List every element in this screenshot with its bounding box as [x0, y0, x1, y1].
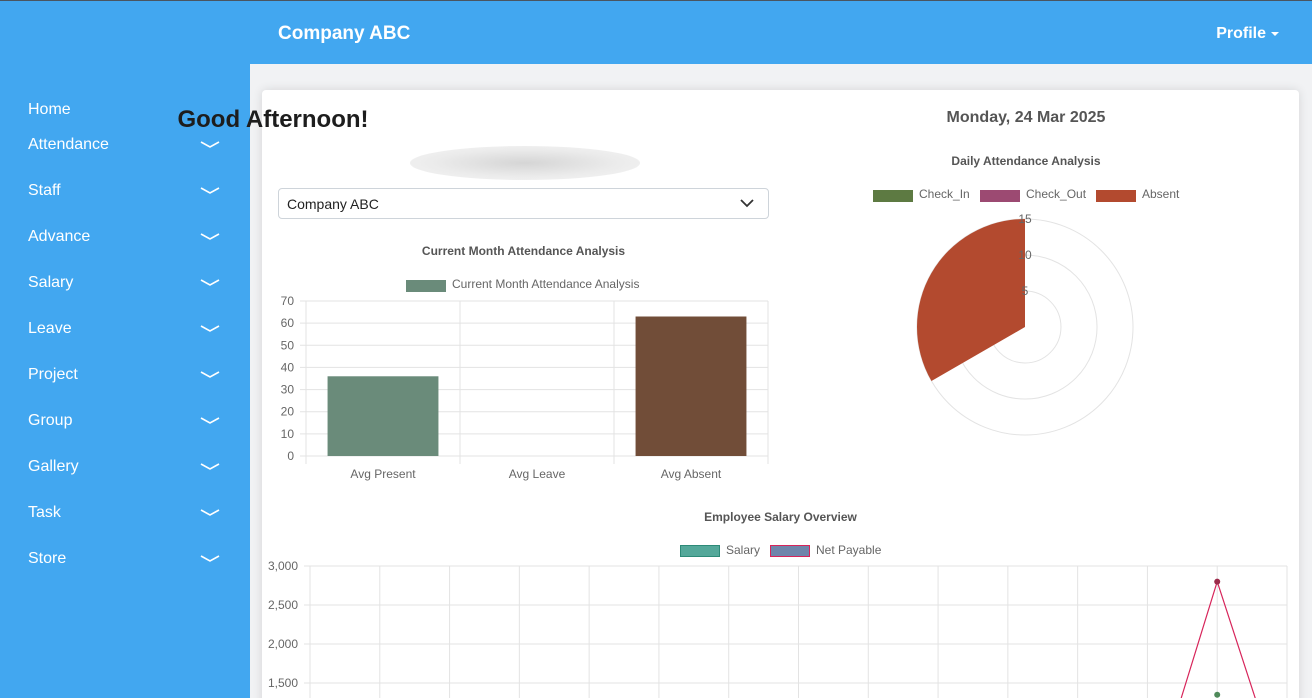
- line-legend-label-net-payable: Net Payable: [816, 543, 882, 557]
- bar-avg-present: [327, 376, 439, 456]
- greeting-heading: Good Afternoon!: [177, 106, 369, 133]
- bar-y-tick-label: 30: [281, 383, 295, 397]
- line-y-tick-label: 2,000: [268, 637, 298, 651]
- bar-legend-label: Current Month Attendance Analysis: [452, 277, 640, 291]
- polar-legend-label-checkin: Check_In: [919, 187, 970, 201]
- chevron-down-icon: [200, 417, 220, 424]
- bar-y-tick-label: 50: [281, 338, 295, 352]
- sidebar-item-label: Leave: [28, 320, 72, 337]
- bar-x-tick-label: Avg Present: [350, 467, 416, 481]
- sidebar-item-task[interactable]: Task: [28, 501, 228, 525]
- chevron-down-icon: [200, 371, 220, 378]
- attendance-bar-chart: 0 10 20 30 40 50 60 70 Avg Present Avg Leave Avg A…: [281, 294, 769, 481]
- bar-y-tick-label: 10: [281, 427, 295, 441]
- sidebar-item-store[interactable]: Store: [28, 547, 228, 571]
- polar-legend-swatch-checkout: [980, 190, 1020, 202]
- bar-x-tick-label: Avg Leave: [509, 467, 566, 481]
- blurred-user-name: [410, 146, 640, 180]
- company-select-value: Company ABC: [287, 196, 379, 212]
- sidebar-item-gallery[interactable]: Gallery: [28, 455, 228, 479]
- sidebar-item-attendance[interactable]: Attendance: [28, 133, 228, 157]
- sidebar-item-label: Project: [28, 366, 78, 383]
- top-navbar: Company ABC Profile: [0, 0, 1312, 64]
- bar-legend-swatch: [406, 280, 446, 292]
- sidebar-item-label: Home: [28, 101, 71, 118]
- chevron-down-icon: [200, 279, 220, 286]
- polar-slice-absent: [917, 219, 1025, 381]
- sidebar-item-label: Task: [28, 504, 61, 521]
- sidebar-item-home[interactable]: Home: [28, 98, 228, 122]
- sidebar-item-advance[interactable]: Advance: [28, 225, 228, 249]
- sidebar-item-project[interactable]: Project: [28, 363, 228, 387]
- chevron-down-icon: [200, 187, 220, 194]
- line-y-tick-label: 3,000: [268, 559, 298, 573]
- profile-caret-icon[interactable]: [1271, 32, 1279, 36]
- bar-y-tick-label: 60: [281, 316, 295, 330]
- daily-attendance-polar-chart: 5 10 15: [916, 212, 1134, 436]
- line-legend-swatch-net-payable: [770, 545, 810, 557]
- polar-legend-swatch-checkin: [873, 190, 913, 202]
- sidebar-item-label: Staff: [28, 182, 61, 199]
- bar-x-tick-label: Avg Absent: [661, 467, 722, 481]
- salary-point: [1214, 691, 1221, 698]
- chevron-down-icon: [200, 325, 220, 332]
- line-y-tick-label: 1,500: [268, 676, 298, 690]
- sidebar: Home Attendance Staff Advance Salary Lea…: [0, 64, 250, 698]
- net-payable-line: [1180, 579, 1256, 698]
- sidebar-item-salary[interactable]: Salary: [28, 271, 228, 295]
- polar-legend-swatch-absent: [1096, 190, 1136, 202]
- bar-y-tick-label: 40: [281, 360, 295, 374]
- chevron-down-icon: [200, 233, 220, 240]
- sidebar-item-label: Gallery: [28, 458, 79, 475]
- chevron-down-icon: [200, 141, 220, 148]
- sidebar-item-label: Group: [28, 412, 73, 429]
- company-select[interactable]: Company ABC: [278, 188, 769, 219]
- polar-r-tick-label: 10: [1018, 248, 1032, 262]
- bar-y-tick-label: 20: [281, 405, 295, 419]
- bar-avg-absent: [635, 316, 747, 456]
- line-legend-label-salary: Salary: [726, 543, 761, 557]
- bar-y-tick-label: 0: [287, 449, 294, 463]
- sidebar-item-leave[interactable]: Leave: [28, 317, 228, 341]
- polar-r-tick-label: 15: [1018, 212, 1032, 226]
- sidebar-item-label: Attendance: [28, 136, 109, 153]
- salary-line-chart: 1,500 2,000 2,500 3,000: [268, 559, 1288, 698]
- polar-chart-title: Daily Attendance Analysis: [951, 154, 1101, 168]
- chevron-down-icon: [200, 463, 220, 470]
- chevron-down-icon: [200, 509, 220, 516]
- sidebar-item-group[interactable]: Group: [28, 409, 228, 433]
- line-y-tick-label: 2,500: [268, 598, 298, 612]
- net-payable-point: [1214, 578, 1221, 585]
- sidebar-item-label: Salary: [28, 274, 74, 291]
- current-date: Monday, 24 Mar 2025: [946, 109, 1106, 126]
- polar-legend-label-checkout: Check_Out: [1026, 187, 1087, 201]
- profile-dropdown[interactable]: Profile: [1216, 25, 1266, 42]
- bar-y-tick-label: 70: [281, 294, 295, 308]
- bar-chart-title: Current Month Attendance Analysis: [421, 244, 626, 258]
- sidebar-item-label: Advance: [28, 228, 91, 245]
- polar-r-tick-label: 5: [1022, 284, 1029, 298]
- brand-name[interactable]: Company ABC: [278, 23, 411, 44]
- chevron-down-icon: [200, 555, 220, 562]
- sidebar-item-staff[interactable]: Staff: [28, 179, 228, 203]
- polar-legend-label-absent: Absent: [1142, 187, 1180, 201]
- chevron-down-icon: [740, 199, 754, 208]
- sidebar-item-label: Store: [28, 550, 67, 567]
- line-chart-title: Employee Salary Overview: [704, 510, 857, 524]
- line-legend-swatch-salary: [680, 545, 720, 557]
